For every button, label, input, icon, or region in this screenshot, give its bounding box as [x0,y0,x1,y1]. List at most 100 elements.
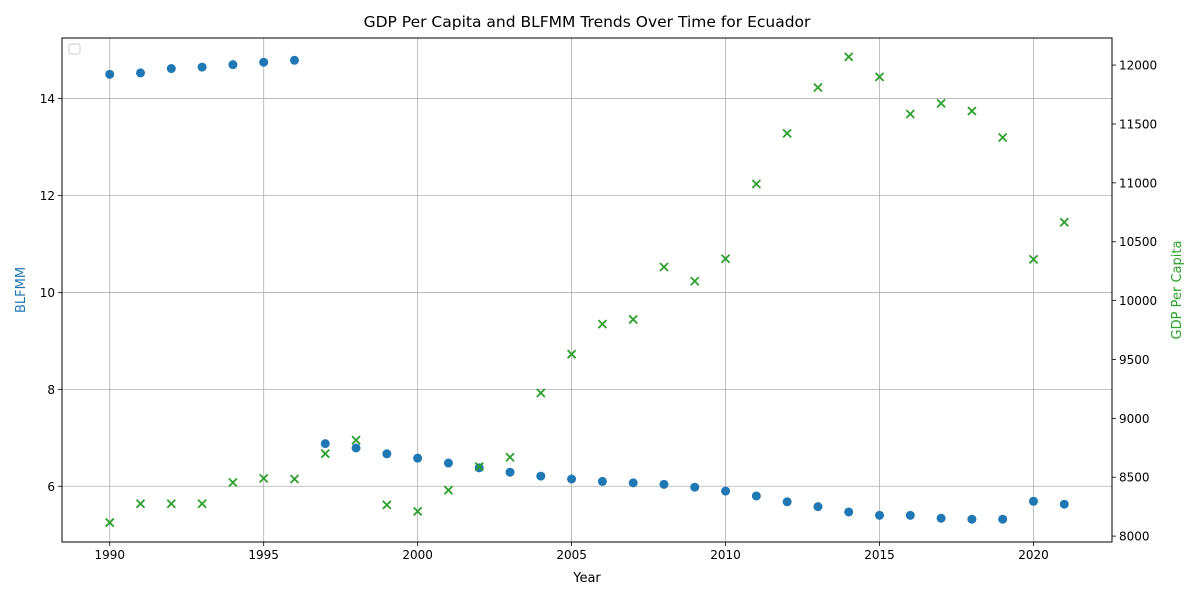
gdp-per-capita-point [874,72,885,82]
gdp-per-capita-point [967,106,977,116]
gdp-per-capita-point [382,500,392,510]
gdp-marker-stroke [166,499,176,509]
blfmm-point [721,486,731,496]
right-y-axis-label: GDP Per Capita [1170,241,1185,340]
x-axis-label: Year [572,571,601,586]
gdp-per-capita-point [659,262,669,272]
gdp-marker-stroke [874,72,885,82]
gdp-per-capita-point [566,349,577,359]
gdp-marker-stroke [967,106,977,116]
blfmm-point [659,479,669,489]
blfmm-point [105,69,115,79]
blfmm-point [567,474,577,484]
gdp-marker-stroke [443,485,454,495]
chart-title: GDP Per Capita and BLFMM Trends Over Tim… [364,13,811,31]
gdp-per-capita-point [844,52,854,62]
blfmm-point [536,471,546,481]
x-tick-label: 2005 [556,548,587,562]
right-y-tick-label: 11500 [1119,117,1157,131]
gdp-marker-stroke [566,349,577,359]
blfmm-point [813,502,823,512]
gdp-marker-stroke [998,132,1008,143]
left-y-tick-label: 14 [40,92,55,106]
left-y-tick-label: 12 [40,189,55,203]
gdp-per-capita-point [905,109,915,119]
gdp-marker-stroke [751,179,761,189]
gdp-marker-stroke [413,506,423,517]
blfmm-point [197,62,207,72]
left-y-tick-label: 8 [47,383,55,397]
x-tick-label: 2020 [1018,548,1049,562]
gdp-marker-stroke [382,500,392,510]
gdp-per-capita-point [782,128,792,139]
blfmm-point [597,476,607,486]
gdp-marker-stroke [597,319,608,329]
gdp-per-capita-point [813,82,823,93]
gdp-per-capita-point [413,506,423,517]
gdp-per-capita-point [505,452,515,462]
gdp-marker-stroke [1028,254,1039,265]
blfmm-point [844,507,854,517]
blfmm-point [628,478,638,488]
gdp-marker-stroke [813,82,823,93]
gdp-per-capita-point [690,276,700,286]
legend [68,43,81,55]
data-points [105,52,1069,528]
left-y-axis-label: BLFMM [14,267,29,313]
gdp-per-capita-point [628,314,638,325]
gdp-per-capita-point [536,388,546,398]
gdp-per-capita-point [998,132,1008,143]
gdp-marker-stroke [197,499,207,509]
blfmm-point [751,491,761,501]
x-tick-label: 2015 [864,548,895,562]
gdp-per-capita-point [936,98,946,108]
blfmm-point [382,449,392,459]
gdp-per-capita-point [751,179,761,189]
right-y-tick-label: 9000 [1119,412,1150,426]
gdp-marker-stroke [536,388,546,398]
blfmm-point [1059,499,1069,509]
gdp-per-capita-point [197,499,207,509]
gdp-marker-stroke [844,52,854,62]
blfmm-point [936,513,946,523]
gdp-marker-stroke [259,473,269,484]
gdp-marker-stroke [505,452,515,462]
blfmm-point [289,55,299,65]
right-y-tick-label: 8000 [1119,530,1150,544]
x-tick-label: 2010 [710,548,741,562]
blfmm-point [782,497,792,507]
gdp-marker-stroke [289,474,300,484]
blfmm-point [351,443,361,453]
gdp-per-capita-point [597,319,608,329]
gdp-marker-stroke [1059,217,1069,227]
gdp-per-capita-point [1059,217,1069,227]
left-y-tick-label: 10 [40,286,55,300]
x-tick-label: 1990 [94,548,125,562]
gdp-marker-stroke [474,461,484,472]
gdp-per-capita-point [320,449,330,459]
blfmm-point [690,482,700,492]
blfmm-point [166,64,176,74]
axes: 1990 1995 2000 2005 2010 2015 2020 6 8 10 12 14 8000… [40,59,1157,562]
right-y-tick-label: 10000 [1119,294,1157,308]
right-y-tick-label: 8500 [1119,471,1150,485]
gdp-per-capita-point [720,254,731,264]
gdp-marker-stroke [320,449,330,459]
right-y-tick-label: 12000 [1119,59,1157,73]
blfmm-point [320,439,330,449]
grid [62,38,1112,542]
blfmm-point [443,458,453,468]
gdp-marker-stroke [628,314,638,325]
blfmm-point [505,467,515,477]
gdp-per-capita-point [443,485,454,495]
left-y-tick-label: 6 [47,480,55,494]
gdp-marker-stroke [905,109,915,119]
gdp-marker-stroke [690,276,700,286]
blfmm-point [136,68,146,78]
blfmm-point [228,60,238,70]
blfmm-point [413,453,423,463]
gdp-marker-stroke [228,477,238,488]
blfmm-point [1028,496,1038,506]
